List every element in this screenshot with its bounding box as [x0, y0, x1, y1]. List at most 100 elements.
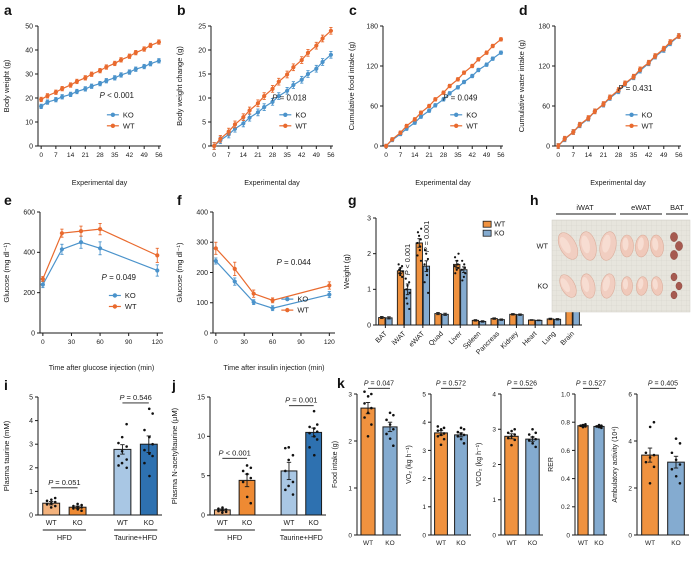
svg-text:VO₂ (kg h⁻¹): VO₂ (kg h⁻¹)	[406, 445, 413, 484]
svg-text:4: 4	[422, 420, 426, 427]
svg-text:25: 25	[198, 23, 206, 30]
panel-k: k 0 1 2 3 Food intake (g) WT KO P = 0.047 0 1 2 3 4…	[330, 375, 693, 561]
svg-text:Time after glucose injection (: Time after glucose injection (min)	[49, 363, 155, 372]
svg-text:2: 2	[492, 462, 496, 469]
svg-text:KO: KO	[309, 520, 320, 527]
svg-text:WT: WT	[284, 520, 296, 527]
svg-text:WT: WT	[494, 220, 506, 229]
svg-text:42: 42	[645, 152, 653, 159]
svg-text:P = 0.049: P = 0.049	[102, 273, 137, 282]
svg-text:Food intake (g): Food intake (g)	[332, 441, 339, 488]
svg-text:120: 120	[152, 339, 163, 346]
panel-letter-j: j	[172, 377, 176, 393]
svg-text:KO: KO	[594, 540, 603, 547]
svg-text:400: 400	[196, 209, 208, 216]
svg-text:0: 0	[39, 152, 43, 159]
svg-text:P = 0.527: P = 0.527	[576, 380, 606, 387]
svg-text:P = 0.572: P = 0.572	[436, 380, 466, 387]
svg-text:5: 5	[201, 473, 205, 480]
svg-text:P = 0.051: P = 0.051	[48, 478, 80, 487]
chart-k-vco2: 0 1 2 3 4 VCO₂ (kg h⁻¹) WT KO P = 0.526	[476, 380, 543, 547]
svg-text:KO: KO	[537, 282, 548, 291]
panel-letter-e: e	[4, 192, 12, 208]
svg-text:KO: KO	[671, 540, 680, 547]
svg-text:WT: WT	[578, 540, 588, 547]
svg-text:eWAT: eWAT	[631, 203, 651, 212]
svg-text:WT: WT	[537, 242, 549, 251]
chart-plasma-n-acetyltaurine: 0 5 10 15 Plasma N-acetyltaurine (μM) WT KO WT K…	[170, 394, 326, 542]
svg-text:7: 7	[571, 152, 575, 159]
svg-text:2: 2	[628, 485, 632, 492]
svg-text:P = 0.526: P = 0.526	[507, 380, 537, 387]
chart-water-intake: 0 60 120 180 Cumulative water intake (g) 0 7 14…	[517, 23, 683, 187]
svg-text:0: 0	[556, 152, 560, 159]
svg-text:28: 28	[96, 152, 104, 159]
panel-letter-a: a	[4, 2, 12, 18]
svg-text:300: 300	[196, 240, 208, 247]
svg-text:WT: WT	[436, 540, 446, 547]
svg-text:35: 35	[111, 152, 119, 159]
svg-text:P = 0.431: P = 0.431	[618, 84, 653, 93]
svg-text:180: 180	[366, 23, 378, 30]
svg-text:28: 28	[269, 152, 277, 159]
svg-text:BAT: BAT	[375, 330, 390, 345]
chart-k-vo2: 0 1 2 3 4 5 VO₂ (kg h⁻¹) WT KO P = 0.572	[406, 380, 471, 547]
svg-text:iWAT: iWAT	[576, 203, 594, 212]
svg-text:10: 10	[25, 119, 33, 126]
svg-text:RER: RER	[548, 457, 555, 472]
svg-text:P < 0.001: P < 0.001	[403, 244, 412, 275]
svg-text:1: 1	[422, 504, 426, 511]
svg-text:2: 2	[367, 251, 371, 258]
svg-text:7: 7	[399, 152, 403, 159]
svg-text:60: 60	[269, 339, 277, 346]
svg-text:49: 49	[660, 152, 668, 159]
svg-text:Experimental day: Experimental day	[415, 178, 471, 187]
svg-text:WT: WT	[642, 121, 654, 130]
svg-text:KO: KO	[466, 110, 477, 119]
svg-text:4: 4	[492, 391, 496, 398]
svg-text:100: 100	[196, 300, 208, 307]
svg-text:WT: WT	[363, 540, 373, 547]
chart-food-intake: 0 60 120 180 Cumulative food intake (g) 0 7 14 2…	[347, 23, 505, 187]
svg-text:KO: KO	[385, 540, 394, 547]
panel-a: a 0 10 20 30 40 50 Body weight (g) 0 7 14 21 28 35 42…	[0, 0, 173, 190]
svg-text:0: 0	[29, 143, 33, 150]
svg-text:0.6: 0.6	[561, 448, 570, 455]
svg-text:5: 5	[29, 394, 33, 401]
svg-text:P = 0.047: P = 0.047	[364, 380, 394, 387]
chart-glucose-tolerance: 0 200 400 600 Glucose (mg dl⁻¹) 0 30 60 90 120 Tim…	[2, 209, 163, 372]
svg-text:6: 6	[628, 391, 632, 398]
svg-text:200: 200	[196, 270, 208, 277]
svg-text:P < 0.001: P < 0.001	[100, 91, 135, 100]
svg-text:P = 0.018: P = 0.018	[272, 93, 307, 102]
svg-text:49: 49	[313, 152, 321, 159]
svg-text:4: 4	[628, 438, 632, 445]
svg-text:35: 35	[630, 152, 638, 159]
panel-letter-f: f	[177, 192, 182, 208]
svg-text:iWAT: iWAT	[391, 330, 408, 347]
svg-text:P = 0.001: P = 0.001	[285, 396, 317, 405]
svg-text:0: 0	[348, 532, 352, 539]
svg-text:56: 56	[497, 152, 505, 159]
svg-text:WT: WT	[297, 306, 309, 315]
svg-text:14: 14	[67, 152, 75, 159]
svg-text:0: 0	[29, 512, 33, 519]
panel-letter-k: k	[337, 375, 345, 391]
svg-text:30: 30	[25, 71, 33, 78]
svg-text:Taurine+HFD: Taurine+HFD	[114, 533, 157, 542]
svg-text:Plasma N-acetyltaurine (μM): Plasma N-acetyltaurine (μM)	[170, 407, 179, 504]
svg-text:56: 56	[155, 152, 163, 159]
svg-text:35: 35	[283, 152, 291, 159]
svg-text:Experimental day: Experimental day	[590, 178, 646, 187]
svg-text:50: 50	[25, 23, 33, 30]
panel-letter-i: i	[4, 377, 8, 393]
svg-text:42: 42	[126, 152, 134, 159]
svg-text:42: 42	[298, 152, 306, 159]
svg-text:2: 2	[348, 438, 352, 445]
svg-text:3: 3	[422, 448, 426, 455]
svg-text:0: 0	[41, 339, 45, 346]
svg-text:90: 90	[125, 339, 133, 346]
svg-text:0.2: 0.2	[561, 504, 570, 511]
panel-c: c 0 60 120 180 Cumulative food intake (g) 0 7 1…	[345, 0, 515, 190]
